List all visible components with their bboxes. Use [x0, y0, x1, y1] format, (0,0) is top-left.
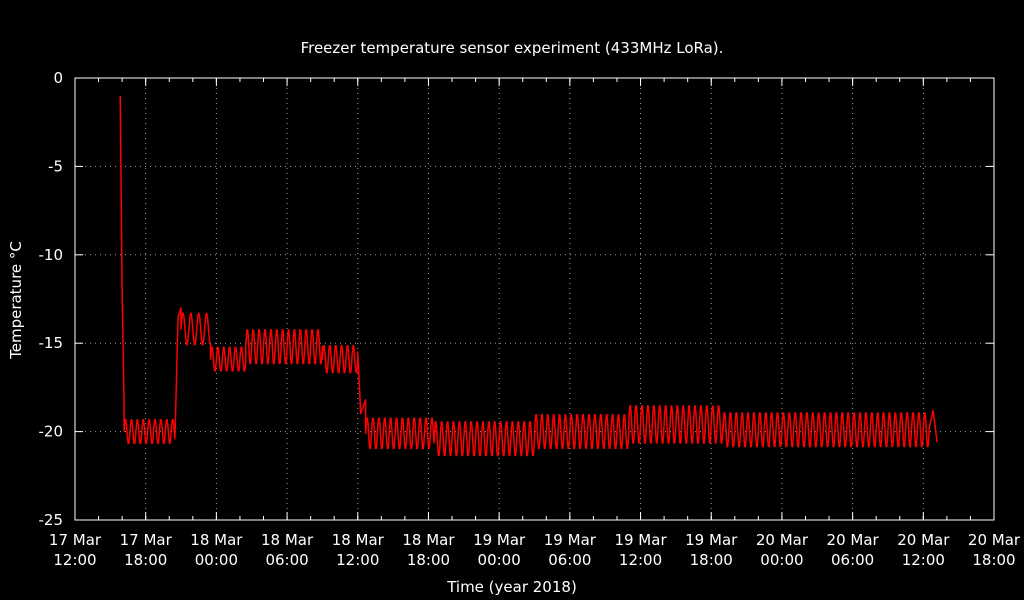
x-tick-label: 19 Mar 18:00: [685, 531, 738, 569]
x-tick-label: 18 Mar 12:00: [332, 531, 385, 569]
x-tick-label: 19 Mar 06:00: [544, 531, 597, 569]
x-tick-label: 20 Mar 06:00: [827, 531, 880, 569]
x-tick-label: 18 Mar 06:00: [261, 531, 314, 569]
y-tick-label: 0: [53, 69, 63, 87]
x-tick-label: 20 Mar 18:00: [968, 531, 1021, 569]
x-tick-label: 19 Mar 12:00: [614, 531, 667, 569]
y-tick-label: -15: [39, 334, 64, 352]
y-tick-label: -25: [39, 511, 64, 529]
chart-title: Freezer temperature sensor experiment (4…: [300, 39, 724, 57]
grid-lines: [75, 78, 994, 520]
temperature-series-line: [119, 95, 938, 457]
x-tick-label: 17 Mar 18:00: [120, 531, 173, 569]
x-tick-label: 18 Mar 00:00: [190, 531, 243, 569]
x-tick-label: 18 Mar 18:00: [402, 531, 455, 569]
y-tick-label: -20: [39, 423, 64, 441]
y-tick-label: -10: [39, 246, 64, 264]
axis-ticks: [74, 77, 995, 521]
tick-labels: 0 -5 -10 -15 -20 -25 17 Mar 12:00 17 Mar 18:00 18 …: [39, 69, 1021, 569]
x-tick-label: 20 Mar 00:00: [756, 531, 809, 569]
x-axis-label: Time (year 2018): [447, 578, 577, 596]
y-tick-label: -5: [48, 157, 63, 175]
series-layer: [119, 95, 938, 457]
x-tick-label: 19 Mar 00:00: [473, 531, 526, 569]
plot-frame: [74, 77, 995, 521]
x-tick-label: 17 Mar 12:00: [49, 531, 102, 569]
x-tick-label: 20 Mar 12:00: [897, 531, 950, 569]
